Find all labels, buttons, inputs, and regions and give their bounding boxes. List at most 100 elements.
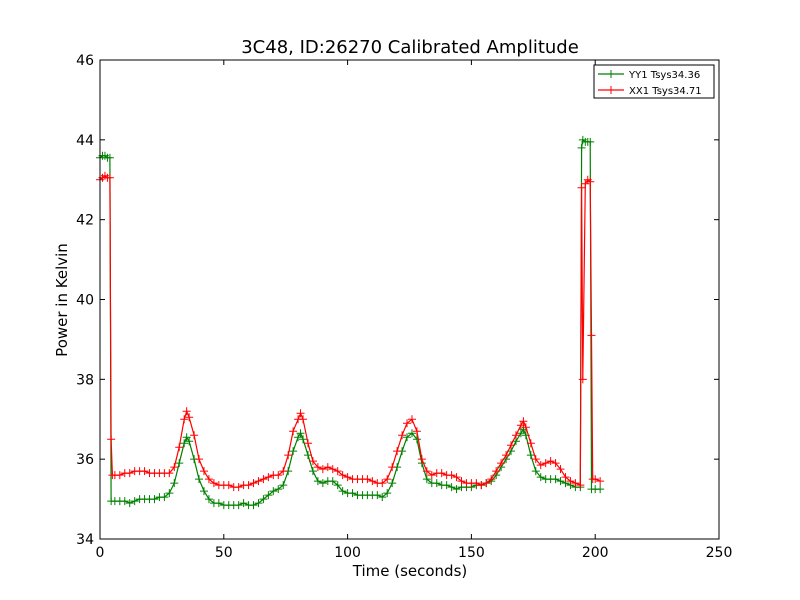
data-point-yy1: [150, 495, 159, 504]
data-point-xx1: [234, 483, 243, 492]
data-point-xx1: [531, 455, 540, 464]
data-point-xx1: [457, 477, 466, 486]
data-point-xx1: [308, 457, 317, 466]
y-tick-label: 46: [76, 53, 94, 69]
y-tick-label: 44: [76, 133, 94, 149]
data-point-xx1: [259, 475, 268, 484]
data-point-xx1: [492, 467, 501, 476]
data-point-yy1: [130, 497, 139, 506]
y-tick-label: 34: [76, 532, 94, 548]
data-point-xx1: [368, 477, 377, 486]
legend-label-yy1: YY1 Tsys34.36: [628, 70, 700, 81]
data-point-yy1: [536, 473, 545, 482]
data-point-yy1: [447, 483, 456, 492]
data-point-xx1: [363, 475, 372, 484]
data-point-yy1: [596, 485, 605, 494]
data-point-xx1: [596, 477, 605, 486]
data-point-xx1: [204, 475, 213, 484]
data-point-yy1: [195, 475, 204, 484]
data-point-xx1: [264, 473, 273, 482]
y-tick-label: 42: [76, 213, 94, 229]
data-point-xx1: [165, 469, 174, 478]
data-point-xx1: [507, 441, 516, 450]
data-point-yy1: [403, 433, 412, 442]
x-axis-title: Time (seconds): [352, 562, 468, 580]
series-xx1: [96, 171, 605, 492]
data-point-yy1: [407, 429, 416, 438]
data-point-xx1: [249, 479, 258, 488]
data-point-xx1: [323, 463, 332, 472]
chart-title: 3C48, ID:26270 Calibrated Amplitude: [241, 37, 579, 58]
data-point-yy1: [289, 447, 298, 456]
data-point-xx1: [536, 461, 545, 470]
data-point-xx1: [447, 471, 456, 480]
data-point-yy1: [432, 479, 441, 488]
data-point-xx1: [577, 183, 586, 192]
data-point-xx1: [571, 479, 580, 488]
data-point-yy1: [299, 435, 308, 444]
data-point-xx1: [576, 481, 585, 490]
data-point-xx1: [140, 467, 149, 476]
data-point-xx1: [403, 419, 412, 428]
data-point-yy1: [170, 479, 179, 488]
data-point-yy1: [264, 491, 273, 500]
data-point-xx1: [195, 455, 204, 464]
data-point-xx1: [199, 467, 208, 476]
data-point-xx1: [383, 475, 392, 484]
data-point-xx1: [105, 173, 114, 182]
data-point-xx1: [412, 427, 421, 436]
data-point-yy1: [259, 495, 268, 504]
data-point-xx1: [224, 481, 233, 490]
data-point-xx1: [170, 463, 179, 472]
data-point-xx1: [521, 423, 530, 432]
data-point-xx1: [437, 469, 446, 478]
data-point-yy1: [383, 489, 392, 498]
data-point-xx1: [333, 467, 342, 476]
data-point-yy1: [279, 481, 288, 490]
data-point-xx1: [175, 443, 184, 452]
data-point-yy1: [313, 477, 322, 486]
data-point-xx1: [190, 431, 199, 440]
data-point-xx1: [417, 455, 426, 464]
data-point-xx1: [299, 415, 308, 424]
data-point-yy1: [551, 475, 560, 484]
data-point-xx1: [407, 415, 416, 424]
data-point-xx1: [551, 459, 560, 468]
data-point-xx1: [561, 473, 570, 482]
data-point-yy1: [269, 487, 278, 496]
data-point-yy1: [204, 495, 213, 504]
data-point-yy1: [105, 153, 114, 162]
data-point-yy1: [531, 467, 540, 476]
data-point-xx1: [313, 463, 322, 472]
y-axis-title: Power in Kelvin: [53, 243, 71, 357]
data-point-xx1: [472, 479, 481, 488]
data-point-xx1: [182, 407, 191, 416]
data-point-xx1: [546, 457, 555, 466]
data-point-xx1: [427, 471, 436, 480]
data-point-yy1: [199, 487, 208, 496]
data-point-xx1: [318, 465, 327, 474]
data-point-yy1: [214, 499, 223, 508]
data-point-xx1: [180, 415, 189, 424]
data-point-xx1: [586, 177, 595, 186]
data-point-xx1: [587, 331, 596, 340]
data-point-xx1: [254, 477, 263, 486]
data-point-yy1: [338, 487, 347, 496]
data-point-xx1: [378, 479, 387, 488]
data-point-xx1: [284, 451, 293, 460]
data-point-xx1: [393, 447, 402, 456]
y-tick-label: 38: [76, 372, 94, 388]
series-line-xx1: [99, 175, 601, 488]
data-point-xx1: [452, 473, 461, 482]
data-point-xx1: [328, 465, 337, 474]
data-point-xx1: [244, 481, 253, 490]
data-point-xx1: [274, 471, 283, 480]
data-point-xx1: [343, 473, 352, 482]
legend-label-xx1: XX1 Tsys34.71: [629, 86, 702, 97]
data-point-xx1: [398, 431, 407, 440]
data-point-yy1: [333, 481, 342, 490]
data-point-xx1: [477, 481, 486, 490]
data-point-xx1: [422, 467, 431, 476]
data-point-yy1: [254, 499, 263, 508]
